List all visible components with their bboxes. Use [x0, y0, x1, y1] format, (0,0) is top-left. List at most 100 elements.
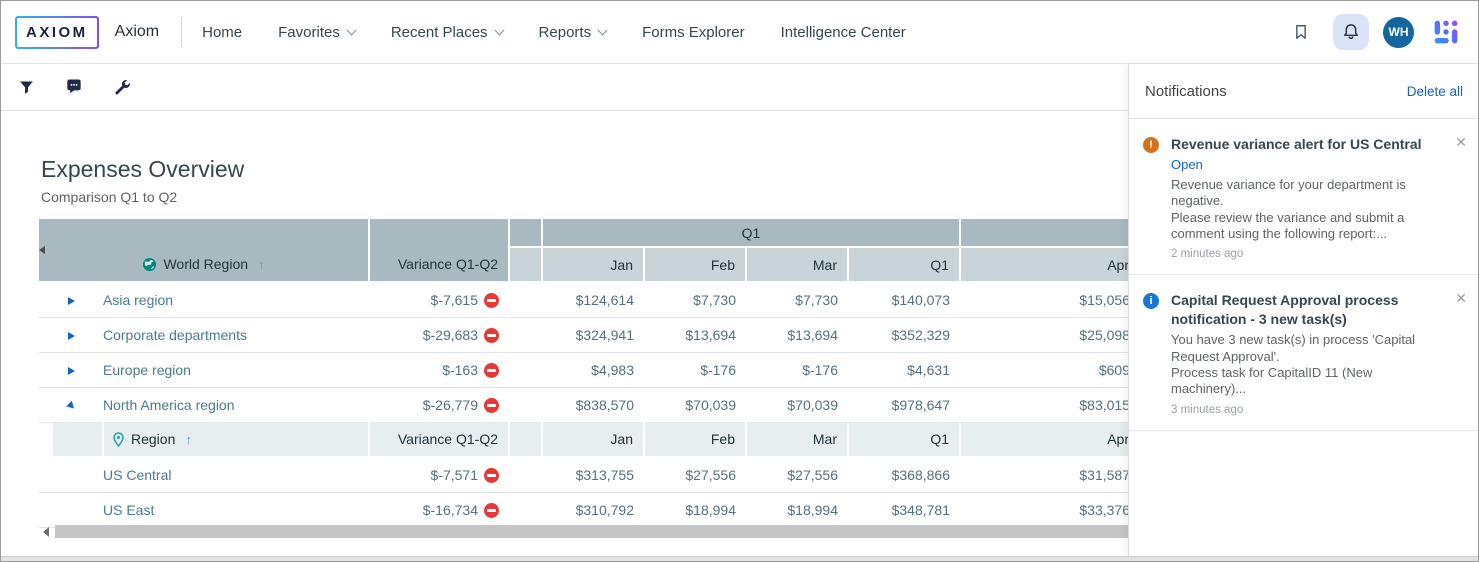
group-header-q2: [960, 219, 1141, 248]
apps-menu-button[interactable]: [1428, 14, 1464, 50]
negative-variance-icon: [484, 467, 499, 483]
column-header-apr[interactable]: Apr: [960, 247, 1141, 283]
column-header-jan[interactable]: Jan: [542, 247, 645, 283]
negative-variance-icon: [484, 292, 499, 308]
notification-title: Revenue variance alert for US Central: [1171, 136, 1422, 152]
subcolumn-header-q1[interactable]: Q1: [848, 422, 961, 458]
nav-item-intelligence-center[interactable]: Intelligence Center: [780, 23, 906, 41]
location-pin-icon: [113, 432, 124, 448]
table-row-us-central: US Central $-7,571 $313,755 $27,556 $27,…: [39, 457, 1140, 493]
expand-icon[interactable]: [67, 296, 75, 305]
expenses-grid: World Region ↑ Variance Q1-Q2 Q1 Jan Feb …: [39, 219, 1478, 528]
negative-variance-icon: [484, 327, 499, 343]
sort-ascending-icon[interactable]: ↑: [185, 432, 192, 448]
spacer-cell: [509, 282, 542, 318]
bookmark-icon: [1296, 25, 1306, 39]
subcolumn-header-jan[interactable]: Jan: [542, 422, 645, 458]
spacer-cell: [509, 317, 542, 353]
scroll-left-arrow[interactable]: [43, 526, 49, 537]
delete-all-link[interactable]: Delete all: [1406, 83, 1463, 99]
chevron-down-icon: [597, 25, 608, 35]
notifications-header: Notifications Delete all: [1129, 64, 1478, 119]
table-row-europe: Europe region $-163 $4,983 $-176 $-176 $…: [39, 352, 1140, 388]
nav-item-reports[interactable]: Reports: [539, 24, 608, 41]
open-link[interactable]: Open: [1171, 156, 1203, 172]
table-row-north-america: North America region $-26,779 $838,570 $…: [39, 387, 1140, 423]
user-avatar[interactable]: WH: [1383, 16, 1414, 48]
table-row-us-east: US East $-16,734 $310,792 $18,994 $18,99…: [39, 492, 1140, 528]
subtable-header-row: Region ↑ Variance Q1-Q2 Jan Feb Mar Q1 Ap…: [39, 422, 1141, 458]
expand-icon[interactable]: [67, 366, 75, 375]
subcolumn-header-feb[interactable]: Feb: [644, 422, 747, 458]
comment-icon: [67, 79, 81, 94]
bookmark-button[interactable]: [1283, 14, 1319, 50]
logo-text: AXIOM: [26, 23, 88, 41]
table-row-asia: Asia region $-7,615 $124,614 $7,730 $7,7…: [39, 282, 1140, 318]
notification-body: You have 3 new task(s) in process 'Capit…: [1171, 332, 1416, 397]
tools-button[interactable]: [109, 74, 135, 100]
notifications-title: Notifications: [1145, 82, 1227, 100]
negative-variance-icon: [484, 397, 499, 413]
spacer-cell: [509, 457, 542, 493]
filter-button[interactable]: [13, 74, 39, 100]
bell-icon: [1344, 24, 1358, 40]
notification-title: Capital Request Approval process notific…: [1171, 292, 1399, 328]
group-header-q1: Q1: [542, 219, 961, 248]
chevron-down-icon: [494, 25, 504, 35]
notification-time: 2 minutes ago: [1171, 248, 1244, 261]
nav-item-forms-explorer[interactable]: Forms Explorer: [642, 23, 745, 41]
row-label[interactable]: Corporate departments: [103, 317, 369, 353]
page-title: Expenses Overview: [41, 156, 245, 182]
row-label[interactable]: Europe region: [103, 352, 369, 388]
column-header-world-region[interactable]: World Region ↑: [39, 219, 370, 283]
comments-button[interactable]: [61, 74, 87, 100]
row-label[interactable]: Asia region: [103, 282, 369, 318]
scrollbar-thumb[interactable]: [55, 525, 1128, 538]
horizontal-scrollbar[interactable]: [39, 525, 1128, 538]
globe-icon: [143, 257, 157, 272]
top-nav-bar: AXIOM Axiom Home Favorites Recent Places…: [1, 1, 1478, 64]
spacer-cell: [509, 352, 542, 388]
column-header-q1[interactable]: Q1: [848, 247, 961, 283]
notification-item[interactable]: ! Revenue variance alert for US Central …: [1129, 119, 1478, 276]
spacer-cell: [509, 492, 542, 528]
subcolumn-header-mar[interactable]: Mar: [746, 422, 849, 458]
close-icon[interactable]: ✕: [1455, 134, 1467, 150]
spacer-cell: [509, 422, 543, 458]
notification-item[interactable]: i Capital Request Approval process notif…: [1129, 275, 1478, 431]
nav-item-recent-places[interactable]: Recent Places: [391, 24, 504, 41]
negative-variance-icon: [484, 502, 499, 518]
column-header-region[interactable]: Region ↑: [103, 422, 370, 458]
column-header-feb[interactable]: Feb: [644, 247, 747, 283]
nav-divider: [181, 17, 183, 47]
app-name: Axiom: [114, 23, 160, 40]
negative-variance-icon: [484, 362, 499, 378]
notification-time: 3 minutes ago: [1171, 403, 1244, 416]
notifications-button[interactable]: [1333, 14, 1369, 50]
info-icon: i: [1143, 293, 1159, 310]
scroll-left-icon[interactable]: [39, 246, 45, 254]
subcolumn-header-apr[interactable]: Apr: [960, 422, 1141, 458]
row-label[interactable]: US Central: [103, 457, 369, 493]
sort-ascending-icon[interactable]: ↑: [258, 257, 265, 272]
close-icon[interactable]: ✕: [1455, 290, 1467, 307]
main-nav: Home Favorites Recent Places Reports For…: [202, 24, 906, 41]
wrench-icon: [115, 79, 130, 94]
apps-grid-icon: [1434, 20, 1458, 44]
axiom-logo[interactable]: AXIOM: [15, 15, 99, 49]
nav-item-home[interactable]: Home: [202, 23, 243, 41]
row-label[interactable]: North America region: [103, 387, 369, 423]
filter-icon: [19, 81, 33, 94]
top-actions: WH: [1283, 14, 1464, 50]
row-label[interactable]: US East: [103, 492, 369, 528]
indent-cell: [39, 422, 104, 458]
collapse-icon[interactable]: [65, 400, 77, 411]
column-header-mar[interactable]: Mar: [746, 247, 849, 283]
table-row-corporate: Corporate departments $-29,683 $324,941 …: [39, 317, 1140, 353]
subcolumn-header-variance[interactable]: Variance Q1-Q2: [369, 422, 510, 458]
expand-icon[interactable]: [67, 331, 75, 340]
notifications-panel: Notifications Delete all ! Revenue varia…: [1128, 64, 1478, 561]
nav-item-favorites[interactable]: Favorites: [278, 24, 357, 41]
column-header-variance[interactable]: Variance Q1-Q2: [369, 219, 510, 283]
